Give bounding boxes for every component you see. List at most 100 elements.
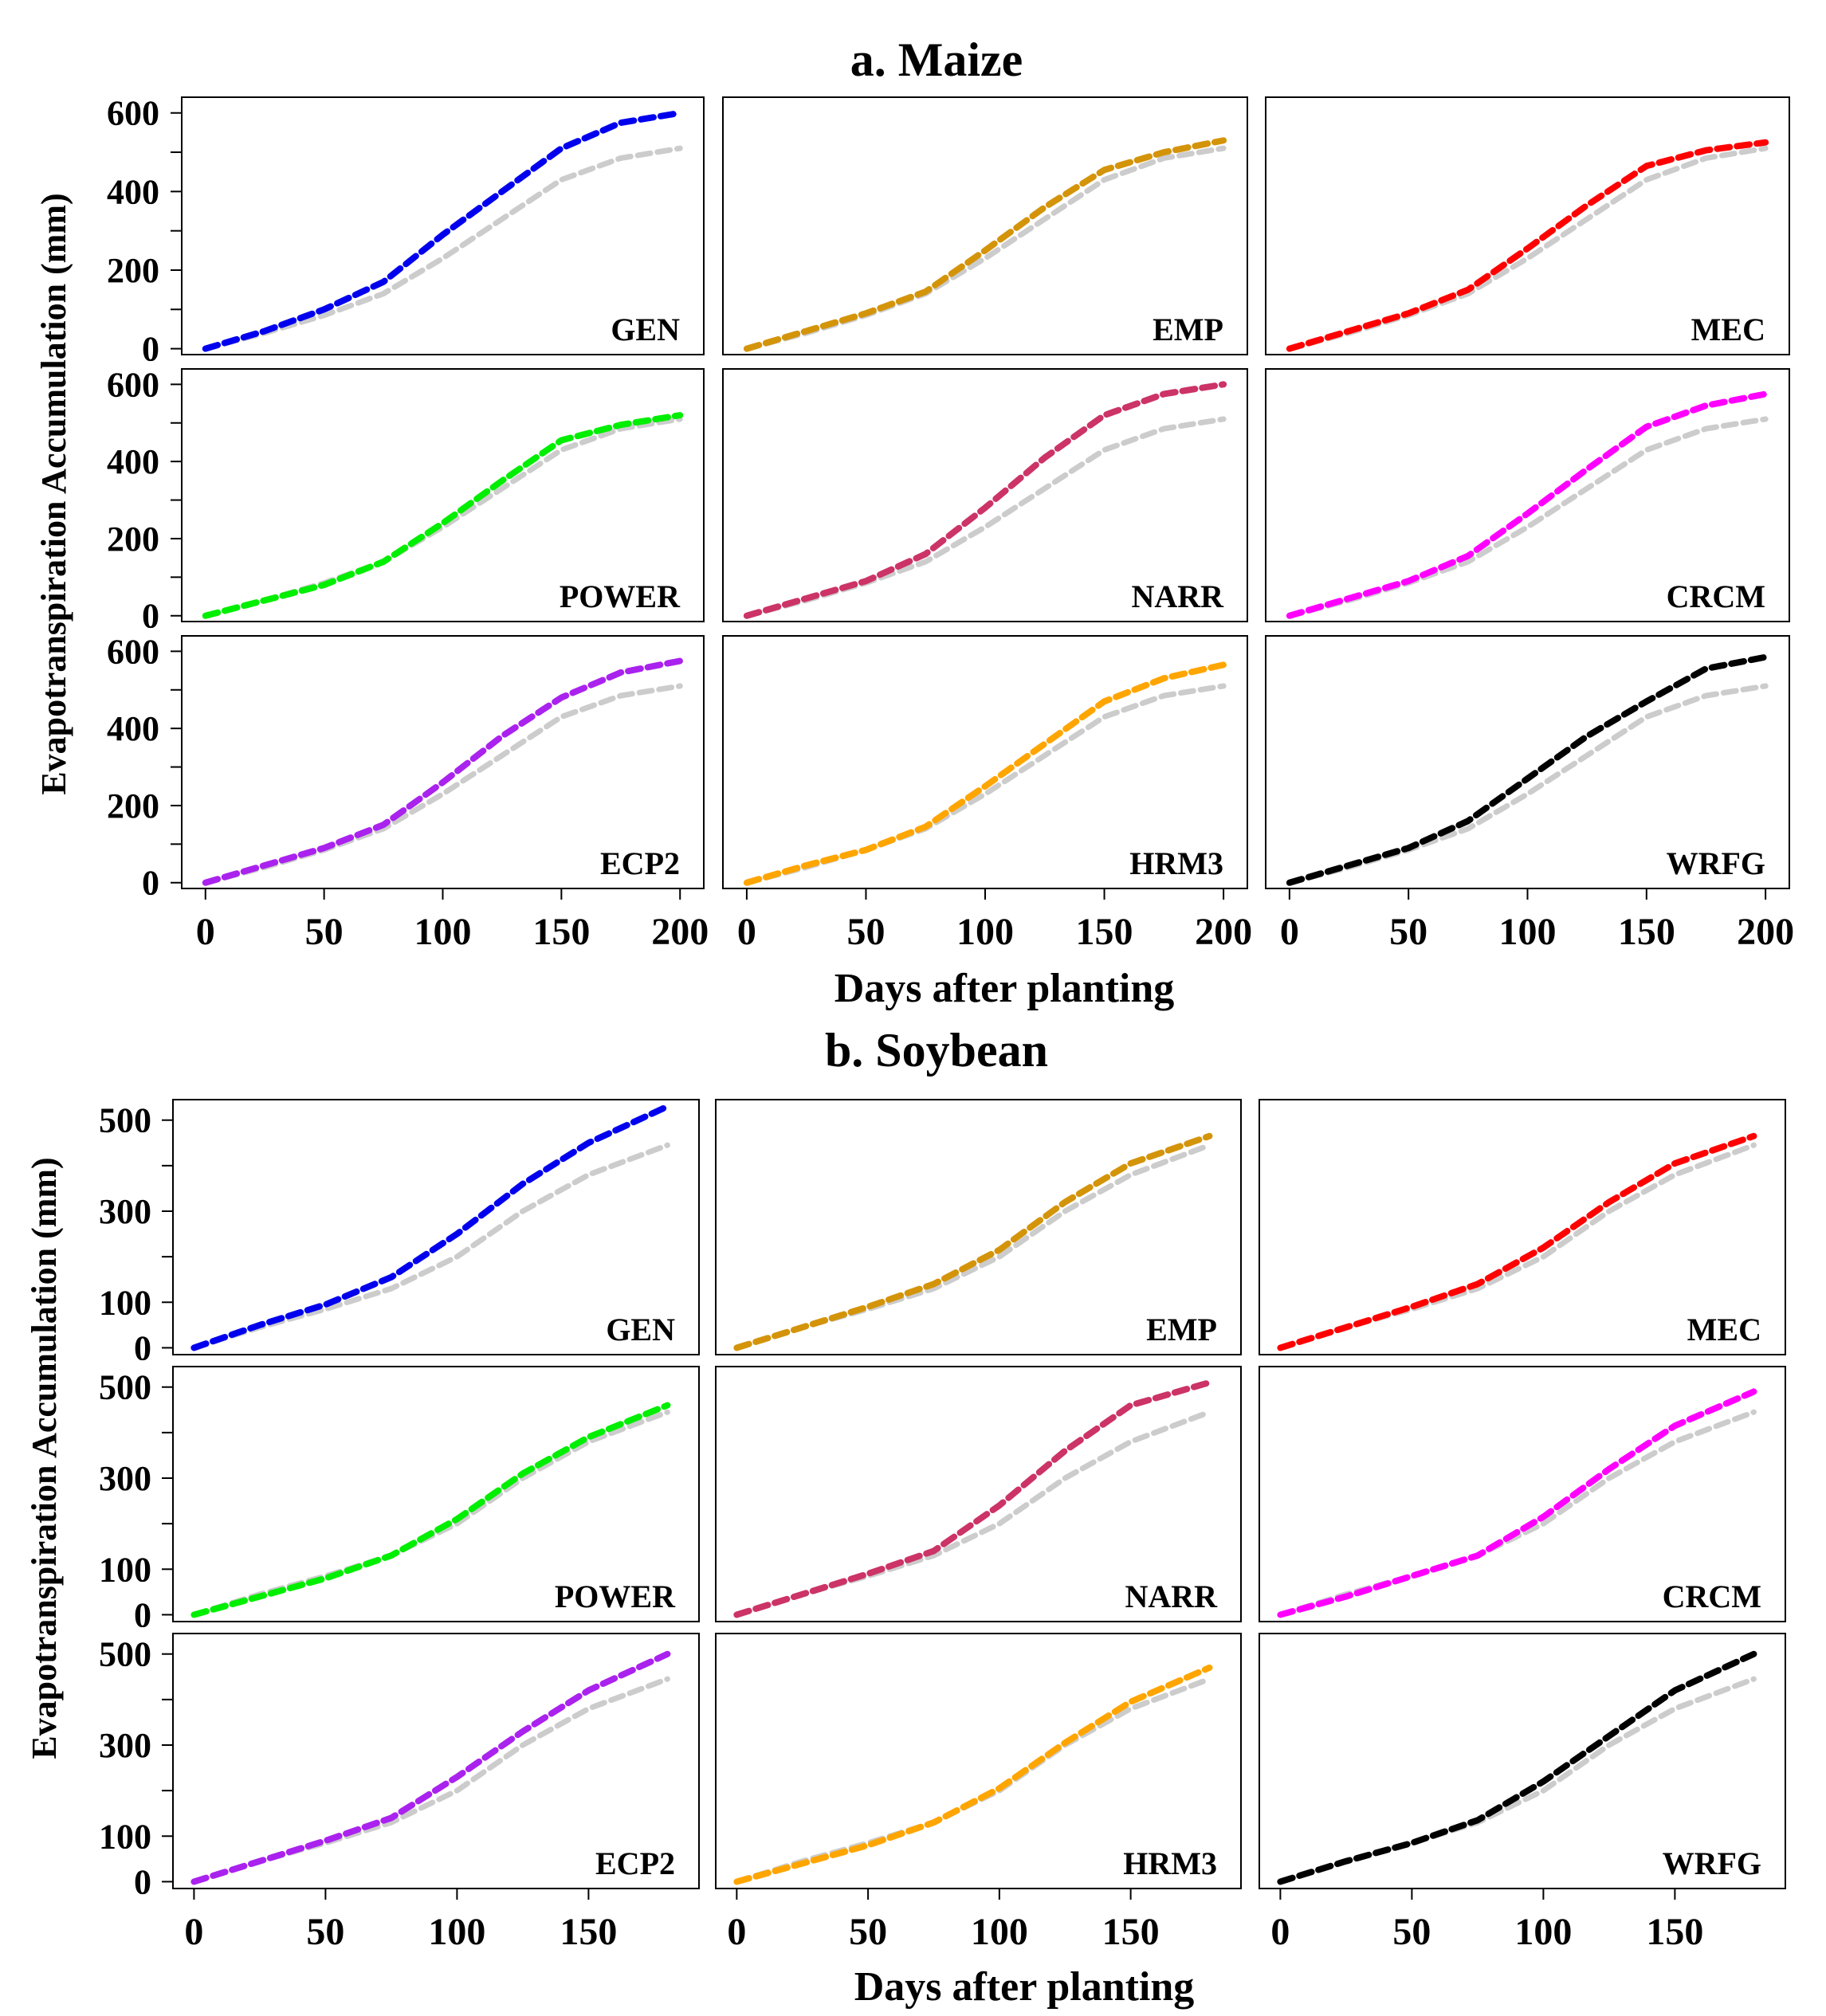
series-line-narr: [743, 381, 1227, 619]
x-tick-label: 50: [1389, 911, 1427, 953]
panel-label: NARR: [1131, 579, 1224, 614]
x-tick-label: 0: [184, 1911, 203, 1953]
panel-gen: GEN 0 200 400 600: [107, 94, 705, 369]
panel-frame: [1265, 368, 1790, 622]
x-tick-label: 100: [428, 1911, 485, 1953]
panel-label: ECP2: [600, 845, 680, 881]
panel-label: CRCM: [1667, 579, 1765, 614]
panel-power: POWER 0 100 300 500: [99, 1366, 700, 1634]
x-tick-label: 50: [846, 911, 885, 953]
y-tick-label: 300: [99, 1459, 151, 1498]
panel-frame: [715, 1099, 1242, 1355]
x-tick-label: 150: [532, 911, 590, 953]
x-tick-label: 100: [414, 911, 472, 953]
section-soybean: b. Soybean Evapotranspiration Accumulati…: [25, 1024, 1786, 2010]
panel-emp: EMP: [722, 96, 1248, 355]
y-tick-label: 100: [99, 1550, 151, 1589]
panel-label: HRM3: [1129, 845, 1223, 881]
panel-frame: [1259, 1633, 1786, 1889]
y-axis-label-maize: Evapotranspiration Accumulation (mm): [34, 193, 73, 794]
panel-label: ECP2: [595, 1845, 675, 1881]
y-tick-label: 500: [99, 1101, 151, 1140]
series-line-crcm: [1286, 390, 1769, 619]
y-tick-label: 0: [134, 1862, 151, 1901]
section-maize: a. Maize Evapotranspiration Accumulation…: [34, 33, 1794, 1011]
y-tick-label: 300: [99, 1726, 151, 1765]
panel-mec: MEC: [1259, 1099, 1786, 1355]
series-line-wrfg: [1277, 1650, 1757, 1885]
panel-frame: [172, 1099, 700, 1355]
x-tick-label: 50: [305, 911, 344, 953]
x-tick-label: 0: [1280, 911, 1299, 953]
y-tick-label: 600: [107, 94, 159, 133]
panel-label: CRCM: [1663, 1579, 1761, 1614]
section-title-maize: a. Maize: [850, 33, 1023, 86]
panel-label: MEC: [1687, 1312, 1761, 1347]
panel-frame: [181, 96, 705, 355]
panel-frame: [1259, 1366, 1786, 1622]
panel-label: WRFG: [1663, 1845, 1761, 1881]
panel-frame: [722, 368, 1248, 622]
panel-wrfg: WRFG 0 50 100 150: [1259, 1633, 1786, 1953]
panel-power: POWER 0 200 400 600: [107, 365, 705, 636]
panel-hrm3: HRM3 0 50 100 150: [715, 1633, 1242, 1953]
reference-series-line: [202, 145, 683, 352]
panel-frame: [1265, 96, 1790, 355]
panel-label: POWER: [560, 579, 681, 614]
panel-label: GEN: [611, 312, 680, 347]
reference-series-line: [190, 1142, 670, 1351]
series-line-power: [190, 1402, 671, 1618]
series-line-hrm3: [743, 661, 1227, 886]
y-tick-label: 300: [99, 1192, 151, 1231]
reference-series-line: [733, 1142, 1212, 1351]
section-title-soybean: b. Soybean: [825, 1024, 1048, 1077]
panel-label: MEC: [1691, 312, 1765, 347]
series-line-emp: [743, 137, 1227, 352]
x-tick-label: 200: [1737, 911, 1794, 953]
panel-label: HRM3: [1123, 1845, 1217, 1881]
x-tick-label: 150: [1102, 1911, 1160, 1953]
x-tick-label: 100: [971, 1911, 1028, 1953]
series-line-crcm: [1277, 1388, 1757, 1618]
y-tick-label: 100: [99, 1283, 151, 1322]
panel-wrfg: WRFG 0 50 100 150 200: [1265, 635, 1794, 953]
x-tick-label: 0: [727, 1911, 746, 1953]
panel-frame: [715, 1366, 1242, 1622]
y-tick-label: 0: [142, 597, 159, 636]
panel-narr: NARR: [722, 368, 1248, 622]
x-axis-label-soybean: Days after planting: [854, 1964, 1195, 2010]
series-line-ecp2: [190, 1650, 671, 1885]
panel-ecp2: ECP2 0 200 400 600 0 50 100 150 200: [107, 632, 709, 953]
panel-mec: MEC: [1265, 96, 1790, 355]
series-line-power: [202, 412, 684, 619]
panel-narr: NARR: [715, 1366, 1242, 1622]
x-axis-label-maize: Days after planting: [834, 966, 1175, 1011]
y-tick-label: 400: [107, 172, 159, 211]
panel-crcm: CRCM: [1259, 1366, 1786, 1622]
x-tick-label: 150: [560, 1911, 617, 1953]
y-tick-label: 0: [134, 1595, 151, 1634]
y-tick-label: 100: [99, 1817, 151, 1856]
series-line-ecp2: [202, 657, 684, 886]
panel-frame: [181, 368, 705, 622]
panel-label: NARR: [1125, 1579, 1218, 1614]
y-axis-label-soybean: Evapotranspiration Accumulation (mm): [25, 1157, 64, 1759]
panel-crcm: CRCM: [1265, 368, 1790, 622]
x-tick-label: 100: [1514, 1911, 1572, 1953]
series-line-gen: [190, 1103, 671, 1351]
x-tick-label: 150: [1076, 911, 1133, 953]
panel-emp: EMP: [715, 1099, 1242, 1355]
panel-frame: [1259, 1099, 1786, 1355]
series-line-hrm3: [733, 1664, 1213, 1885]
panel-frame: [172, 1633, 700, 1889]
x-tick-label: 0: [1270, 1911, 1290, 1953]
x-tick-label: 100: [956, 911, 1014, 953]
y-tick-label: 600: [107, 365, 159, 404]
series-line-mec: [1277, 1132, 1757, 1351]
panel-label: EMP: [1146, 1312, 1217, 1347]
y-tick-label: 500: [99, 1368, 151, 1407]
y-tick-label: 200: [107, 251, 159, 290]
y-tick-label: 0: [134, 1328, 151, 1367]
